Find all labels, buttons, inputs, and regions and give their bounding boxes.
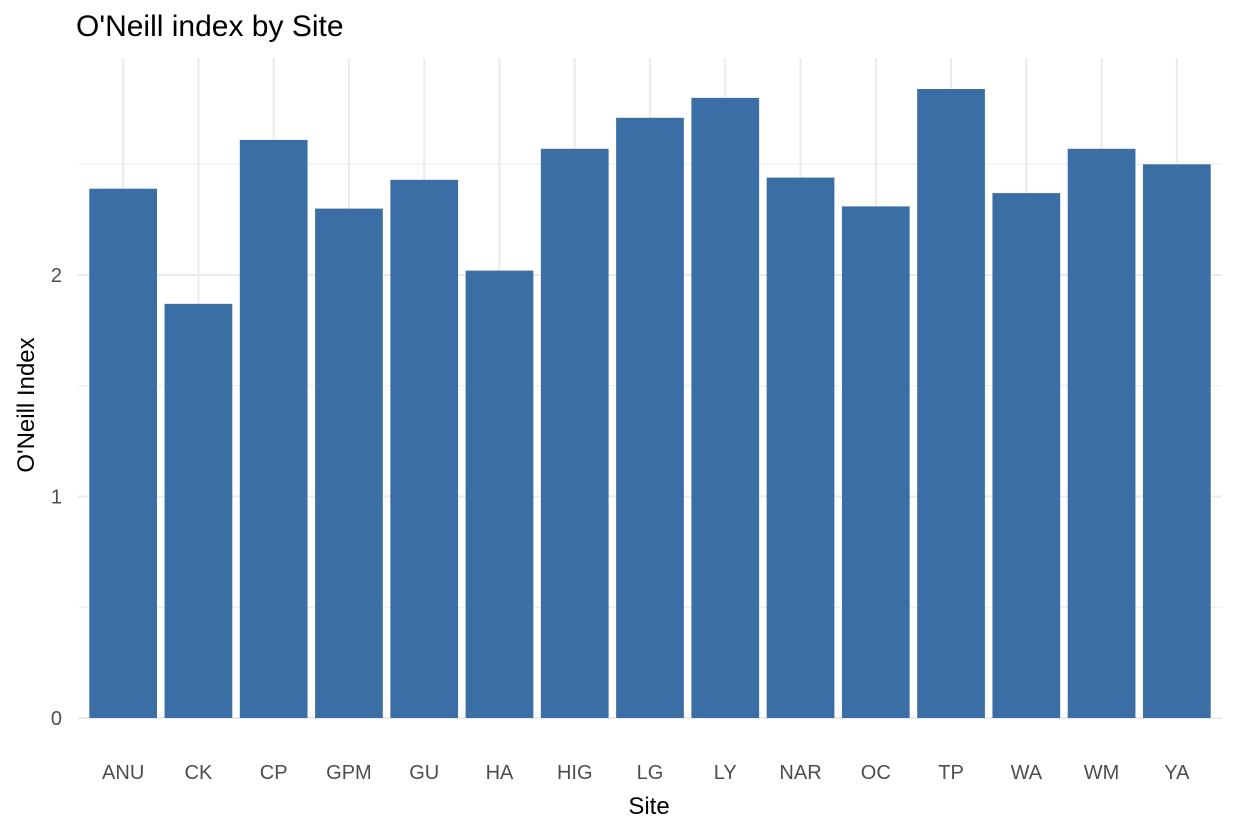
bar-ya	[1142, 164, 1211, 719]
bar-lg	[616, 117, 684, 719]
x-tick-label: GU	[409, 762, 439, 784]
bar-nar	[766, 177, 835, 719]
x-tick-label: OC	[861, 762, 891, 784]
y-axis-title: O'Neill Index	[13, 337, 40, 472]
bar-tp	[917, 89, 985, 718]
chart-title: O'Neill index by Site	[76, 10, 344, 43]
y-axis-tick-labels: 0 1 2	[51, 265, 62, 730]
x-tick-label: LY	[714, 762, 737, 784]
bar-oc	[841, 206, 910, 718]
x-tick-label: TP	[938, 762, 964, 784]
x-tick-label: LG	[637, 762, 664, 784]
x-tick-label: WM	[1084, 762, 1120, 784]
x-tick-label: CP	[260, 762, 288, 784]
bar-gu	[390, 179, 459, 719]
y-tick-label: 0	[51, 708, 62, 730]
x-tick-label: HIG	[557, 762, 593, 784]
bars	[89, 89, 1211, 719]
bar-anu	[89, 188, 158, 718]
bar-ly	[691, 97, 760, 718]
bar-ha	[465, 270, 534, 718]
bar-ck	[164, 303, 233, 718]
x-tick-label: NAR	[779, 762, 821, 784]
x-tick-label: YA	[1164, 762, 1190, 784]
x-tick-label: GPM	[326, 762, 372, 784]
x-tick-label: ANU	[102, 762, 144, 784]
bar-hig	[540, 148, 609, 719]
x-axis-tick-labels: ANU CK CP GPM GU HA HIG LG LY NAR OC TP WA WM YA	[102, 762, 1190, 784]
y-tick-label: 2	[51, 265, 62, 287]
y-tick-label: 1	[51, 487, 62, 509]
bar-cp	[239, 139, 308, 719]
x-tick-label: HA	[486, 762, 514, 784]
bar-wm	[1067, 148, 1136, 719]
x-tick-label: WA	[1011, 762, 1043, 784]
x-tick-label: CK	[185, 762, 213, 784]
bar-gpm	[315, 208, 383, 718]
bar-wa	[992, 193, 1061, 718]
x-axis-title: Site	[628, 793, 669, 820]
